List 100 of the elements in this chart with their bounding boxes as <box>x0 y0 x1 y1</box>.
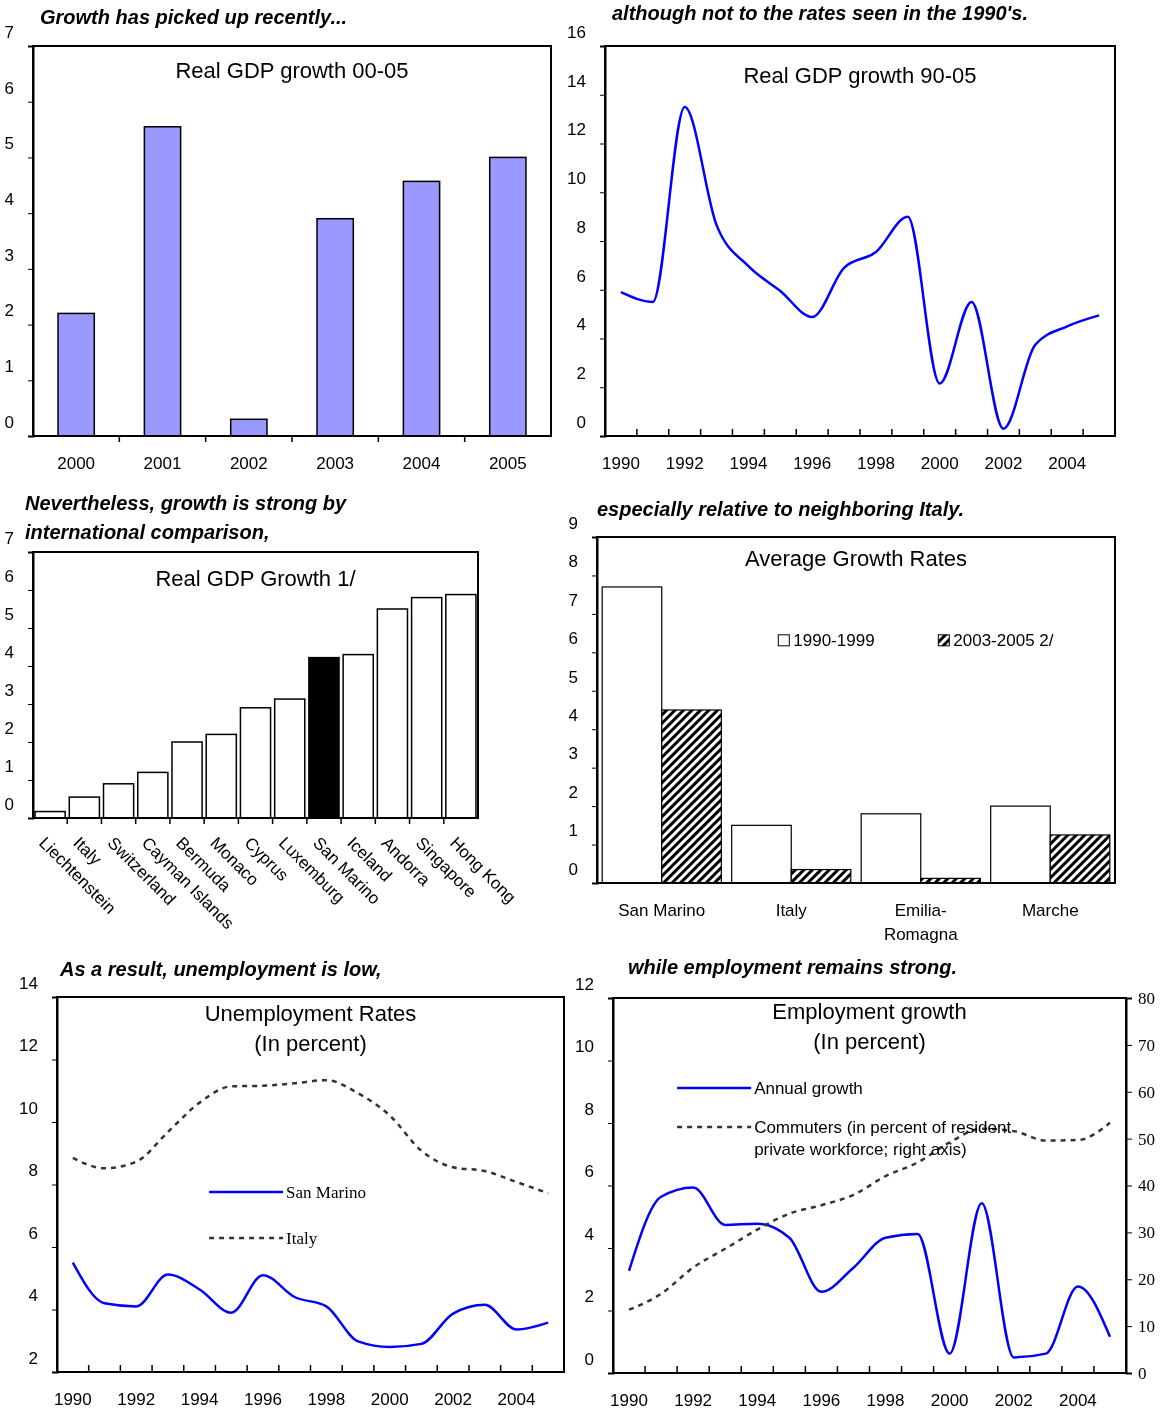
y-tick-label: 10 <box>567 169 586 189</box>
y2-tick-label: 20 <box>1138 1270 1155 1290</box>
x-tick-label: 2002 <box>229 454 268 473</box>
x-tick-label: 1998 <box>857 454 895 473</box>
x-tick-label: 1994 <box>180 1390 219 1409</box>
y-tick-label: 10 <box>575 1037 594 1057</box>
x-tick-label: Italy <box>775 901 808 920</box>
x-tick-label: 2004 <box>497 1390 536 1409</box>
text: Unemployment Rates (In percent) <box>204 1001 417 1056</box>
x-tick-label: 2004 <box>402 454 441 473</box>
y-tick-label: 4 <box>576 315 586 335</box>
y-tick-label: 3 <box>568 744 578 764</box>
x-tick-label: San Marino <box>618 901 706 920</box>
chart-title: Nevertheless, growth is strong by international comparison, <box>25 492 348 543</box>
y-tick-label: 6 <box>576 266 586 286</box>
y-tick-label: 4 <box>568 706 578 726</box>
x-tick-label: 1990 <box>610 1391 648 1410</box>
y-tick-label: 6 <box>584 1162 594 1182</box>
y-tick-label: 12 <box>19 1036 38 1056</box>
legend-label: 2003-2005 2/ <box>953 630 1054 650</box>
y2-tick-label: 10 <box>1138 1317 1155 1337</box>
x-tick-label: 2000 <box>370 1390 409 1409</box>
x-tick-label: 2005 <box>488 454 527 473</box>
y-tick-label: 9 <box>568 513 578 533</box>
text: Employment growth (In percent) <box>772 999 967 1054</box>
y-tick-label: 4 <box>584 1224 594 1244</box>
x-tick-label: 2001 <box>143 454 182 473</box>
x-tick-label: 2000 <box>930 1391 969 1410</box>
y-tick-label: 2 <box>576 364 586 384</box>
chart-subtitle: Average Growth Rates <box>744 546 968 571</box>
x-tick-label: 2002 <box>984 454 1023 473</box>
y-tick-label: 8 <box>568 552 578 572</box>
y2-tick-label: 40 <box>1138 1176 1155 1196</box>
y-tick-label: 2 <box>584 1287 594 1307</box>
x-tick-label: 1990 <box>53 1390 92 1409</box>
y-tick-label: 7 <box>4 528 14 548</box>
y-tick-label: 4 <box>4 189 14 209</box>
x-tick-label: 1998 <box>307 1390 346 1409</box>
y2-tick-label: 70 <box>1138 1035 1155 1055</box>
y-tick-label: 5 <box>4 604 14 624</box>
x-tick-label: 1994 <box>729 454 768 473</box>
y2-tick-label: 60 <box>1138 1082 1155 1102</box>
y-tick-label: 6 <box>4 78 14 98</box>
legend-label: Annual growth <box>754 1079 863 1098</box>
chart-title: especially relative to neighboring Italy. <box>597 498 965 520</box>
y-tick-label: 12 <box>567 120 586 140</box>
chart-title: Growth has picked up recently... <box>40 6 348 28</box>
y-tick-label: 14 <box>567 71 586 91</box>
legend-label: San Marino <box>286 1183 366 1202</box>
x-tick-label: 2000 <box>57 454 96 473</box>
x-tick-label: 1994 <box>738 1391 777 1410</box>
line-series <box>627 1121 1112 1311</box>
x-tick-label: 2000 <box>920 454 959 473</box>
x-tick-label: 1998 <box>866 1391 905 1410</box>
x-tick-label: 2002 <box>994 1391 1033 1410</box>
y-tick-label: 2 <box>568 782 578 802</box>
y-tick-label: 4 <box>4 642 14 662</box>
y-tick-label: 1 <box>568 821 578 841</box>
legend-label: 1990-1999 <box>793 630 875 650</box>
legend-label: Commuters (in percent of resident private workforce; right axis) <box>754 1118 1012 1159</box>
x-tick-label: 1992 <box>117 1390 156 1409</box>
y-tick-label: 0 <box>4 794 14 814</box>
y-tick-label: 2 <box>4 301 14 321</box>
y-tick-label: 0 <box>4 412 14 432</box>
y-tick-label: 1 <box>4 756 14 776</box>
text: Real GDP growth 00-05 <box>175 58 409 83</box>
y-tick-label: 1 <box>4 357 14 377</box>
y-tick-label: 12 <box>575 974 594 994</box>
y-tick-label: 3 <box>4 245 14 265</box>
y2-tick-label: 30 <box>1138 1223 1155 1243</box>
chart-title: although not to the rates seen in the 1990's. <box>612 2 1028 24</box>
x-tick-label: Marche <box>1021 901 1079 920</box>
y-tick-label: 7 <box>4 22 14 42</box>
y-tick-label: 0 <box>568 859 578 879</box>
chart-title: As a result, unemployment is low, <box>59 958 382 980</box>
legend-label: Italy <box>286 1229 318 1248</box>
x-tick-label: 1992 <box>674 1391 713 1410</box>
x-tick-label: 2004 <box>1058 1391 1097 1410</box>
x-tick-label: 1990 <box>602 454 640 473</box>
y-tick-label: 6 <box>4 566 14 586</box>
chart-title: while employment remains strong. <box>628 956 957 978</box>
x-tick-label: 1996 <box>244 1390 282 1409</box>
y-tick-label: 5 <box>568 667 578 687</box>
y-tick-label: 2 <box>28 1348 38 1368</box>
y2-tick-label: 80 <box>1138 988 1155 1008</box>
x-tick-label: Emilia-Romagna <box>883 901 959 944</box>
y-tick-label: 6 <box>28 1223 38 1243</box>
y-tick-label: 8 <box>576 217 586 237</box>
y-tick-label: 2 <box>4 718 14 738</box>
y-tick-label: 0 <box>584 1349 594 1369</box>
y2-tick-label: 50 <box>1138 1129 1155 1149</box>
y-tick-label: 0 <box>576 412 586 432</box>
x-tick-label: 1996 <box>802 1391 841 1410</box>
y-tick-label: 10 <box>19 1098 38 1118</box>
y-tick-label: 8 <box>28 1161 38 1181</box>
y2-tick-label: 0 <box>1138 1363 1147 1383</box>
x-tick-label: 1996 <box>793 454 832 473</box>
x-tick-label: 2004 <box>1048 454 1087 473</box>
y-tick-label: 16 <box>567 22 586 42</box>
y-tick-label: 7 <box>568 590 578 610</box>
